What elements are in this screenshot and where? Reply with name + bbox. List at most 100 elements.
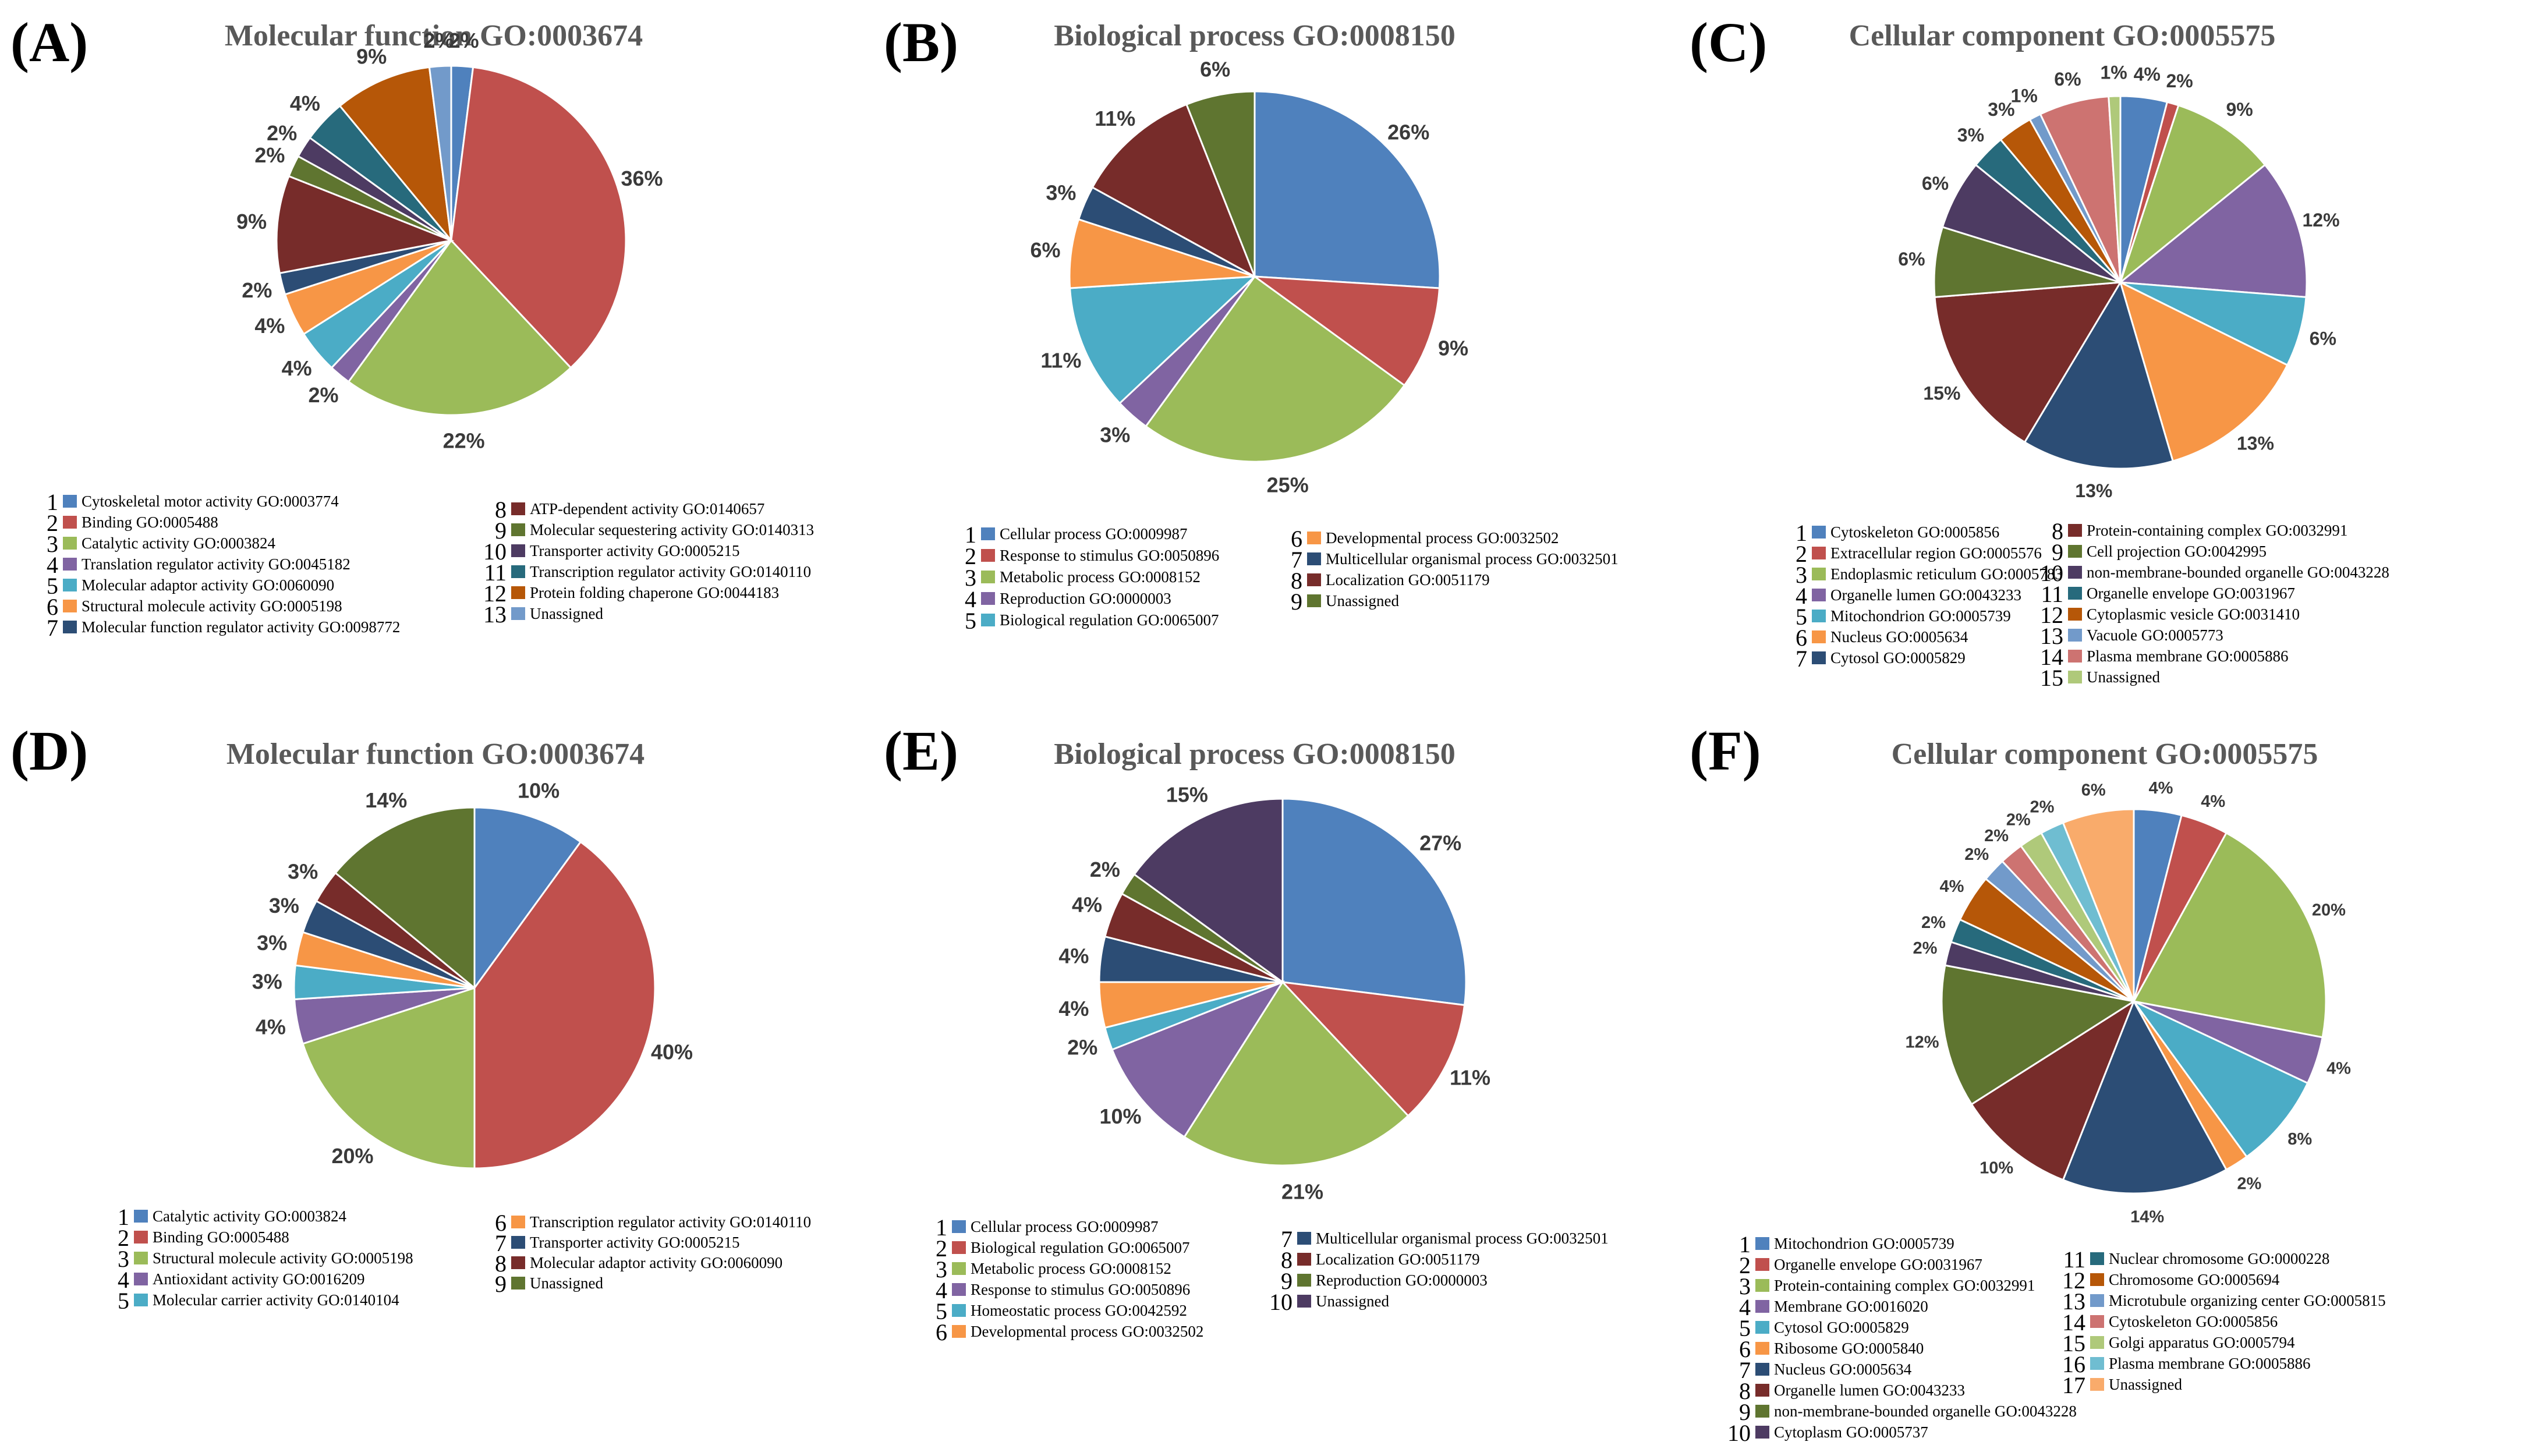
legend-item: 15 Golgi apparatus GO:0005794 <box>2062 1330 2295 1356</box>
legend-swatch <box>1812 547 1826 559</box>
slice-value-label: 20% <box>331 1144 373 1168</box>
legend: 1 Cytoskeleton GO:0005856 2 Extracellular r… <box>1796 518 2389 691</box>
legend-index: 6 <box>936 1319 947 1345</box>
legend-index: 2 <box>936 1235 947 1262</box>
legend-label: Golgi apparatus GO:0005794 <box>2109 1334 2295 1351</box>
pie-slice <box>338 66 453 243</box>
legend-label: Nuclear chromosome GO:0000228 <box>2109 1250 2329 1267</box>
legend-index: 9 <box>495 518 507 544</box>
legend-item: 10 Cytoplasm GO:0005737 <box>1727 1420 1928 1446</box>
legend-index: 5 <box>118 1288 129 1314</box>
legend-index: 7 <box>1281 1226 1293 1252</box>
slice-value-label: 4% <box>1940 877 1964 896</box>
legend-item: 9 non-membrane-bounded organelle GO:00432… <box>1739 1399 2077 1425</box>
legend-item: 5 Molecular carrier activity GO:0140104 <box>118 1288 399 1314</box>
legend-index: 13 <box>483 601 507 628</box>
legend-item: 11 Organelle envelope GO:0031967 <box>2041 581 2294 607</box>
legend-label: Developmental process GO:0032502 <box>971 1323 1203 1340</box>
legend-swatch <box>511 1236 525 1249</box>
legend-index: 2 <box>1796 541 1807 567</box>
legend-item: 9 Cell projection GO:0042995 <box>2052 539 2267 565</box>
legend-index: 17 <box>2062 1372 2085 1398</box>
legend-index: 10 <box>483 539 507 565</box>
slice-value-label: 6% <box>2054 69 2081 90</box>
legend-item: 3 Metabolic process GO:0008152 <box>965 565 1201 591</box>
slice-value-label: 13% <box>2237 433 2274 454</box>
panel-letter: (A) <box>10 11 88 73</box>
pie-slice <box>2118 104 2267 285</box>
legend-index: 2 <box>965 543 976 569</box>
legend-item: 8 Organelle lumen GO:0043233 <box>1739 1378 1965 1404</box>
legend-index: 3 <box>965 565 976 591</box>
legend-label: ATP-dependent activity GO:0140657 <box>530 500 764 518</box>
legend-swatch <box>1755 1321 1769 1334</box>
legend-index: 8 <box>495 497 507 523</box>
legend: 1 Mitochondrion GO:0005739 2 Organelle enve… <box>1727 1231 2386 1446</box>
legend-item: 9 Molecular sequestering activity GO:0140… <box>495 518 814 544</box>
slice-value-label: 2% <box>2006 811 2031 830</box>
legend-index: 1 <box>965 522 976 548</box>
legend-index: 9 <box>1739 1399 1751 1425</box>
slice-value-label: 40% <box>651 1040 693 1064</box>
slice-value-label: 10% <box>1099 1104 1141 1128</box>
legend-label: Protein-containing complex GO:0032991 <box>1774 1277 2035 1294</box>
legend-label: Metabolic process GO:0008152 <box>1000 568 1201 586</box>
legend-index: 3 <box>936 1256 947 1283</box>
legend-swatch <box>1307 573 1321 586</box>
slice-value-label: 36% <box>621 166 663 190</box>
legend-label: Plasma membrane GO:0005886 <box>2109 1355 2310 1372</box>
legend-label: Biological regulation GO:0065007 <box>971 1239 1189 1256</box>
pie-slice <box>2039 95 2122 283</box>
legend-item: 4 Organelle lumen GO:0043233 <box>1796 583 2021 609</box>
pie-slice <box>1185 90 1256 277</box>
pie-slice <box>2132 831 2327 1039</box>
legend-label: Molecular carrier activity GO:0140104 <box>153 1291 399 1309</box>
legend-label: Cytoplasmic vesicle GO:0031410 <box>2087 605 2300 623</box>
legend-item: 6 Developmental process GO:0032502 <box>1291 526 1559 552</box>
legend-index: 6 <box>495 1210 507 1236</box>
slice-value-label: 6% <box>1898 249 1925 270</box>
legend-label: Unassigned <box>530 605 603 622</box>
pie-slice <box>2023 280 2175 470</box>
pie-slice <box>1144 275 1406 463</box>
legend-item: 13 Unassigned <box>483 601 603 628</box>
legend-label: Response to stimulus GO:0050896 <box>1000 547 1219 564</box>
legend-label: Mitochondrion GO:0005739 <box>1830 607 2011 625</box>
legend-item: 14 Cytoskeleton GO:0005856 <box>2062 1309 2278 1335</box>
legend-swatch <box>2068 545 2082 558</box>
pie-slice <box>2108 95 2122 283</box>
slice-value-label: 3% <box>1988 99 2014 120</box>
slice-value-label: 4% <box>2327 1060 2351 1078</box>
legend-swatch <box>511 1216 525 1228</box>
legend-index: 5 <box>936 1298 947 1324</box>
legend: 1 Catalytic activity GO:0003824 2 Binding G… <box>118 1204 811 1314</box>
slice-value-label: 9% <box>2226 99 2253 120</box>
legend-swatch <box>952 1325 966 1338</box>
legend-label: Plasma membrane GO:0005886 <box>2087 647 2288 665</box>
panel-letter: (C) <box>1690 11 1767 73</box>
legend-index: 10 <box>1727 1420 1751 1446</box>
legend-index: 6 <box>1796 625 1807 651</box>
legend-swatch <box>2068 587 2082 600</box>
legend-label: Response to stimulus GO:0050896 <box>971 1281 1190 1298</box>
legend-swatch <box>63 516 77 529</box>
legend-swatch <box>1297 1274 1311 1287</box>
legend-index: 9 <box>1291 589 1302 615</box>
slice-value-label: 6% <box>1030 238 1060 262</box>
legend-swatch <box>1307 594 1321 607</box>
legend-swatch <box>1755 1258 1769 1271</box>
pie: 4% 2%9%12%6%13%13%15%6%6%3%3%1%6% 1% <box>1898 62 2339 501</box>
legend-swatch <box>952 1283 966 1296</box>
legend-swatch <box>2068 566 2082 579</box>
legend-label: Microtubule organizing center GO:0005815 <box>2109 1292 2386 1309</box>
legend-swatch <box>511 565 525 578</box>
pie-slice <box>2133 1000 2309 1159</box>
legend-label: Unassigned <box>1316 1292 1389 1310</box>
slice-value-label: 14% <box>2130 1208 2164 1227</box>
slice-value-label: 11% <box>1450 1066 1490 1090</box>
legend-label: Cellular process GO:0009987 <box>971 1218 1158 1235</box>
legend-item: 2 Binding GO:0005488 <box>47 510 218 536</box>
slice-value-label: 2% <box>2237 1175 2261 1193</box>
legend-item: 7 Multicellular organismal process GO:003… <box>1291 547 1619 573</box>
legend-item: 2 Response to stimulus GO:0050896 <box>965 543 1219 569</box>
